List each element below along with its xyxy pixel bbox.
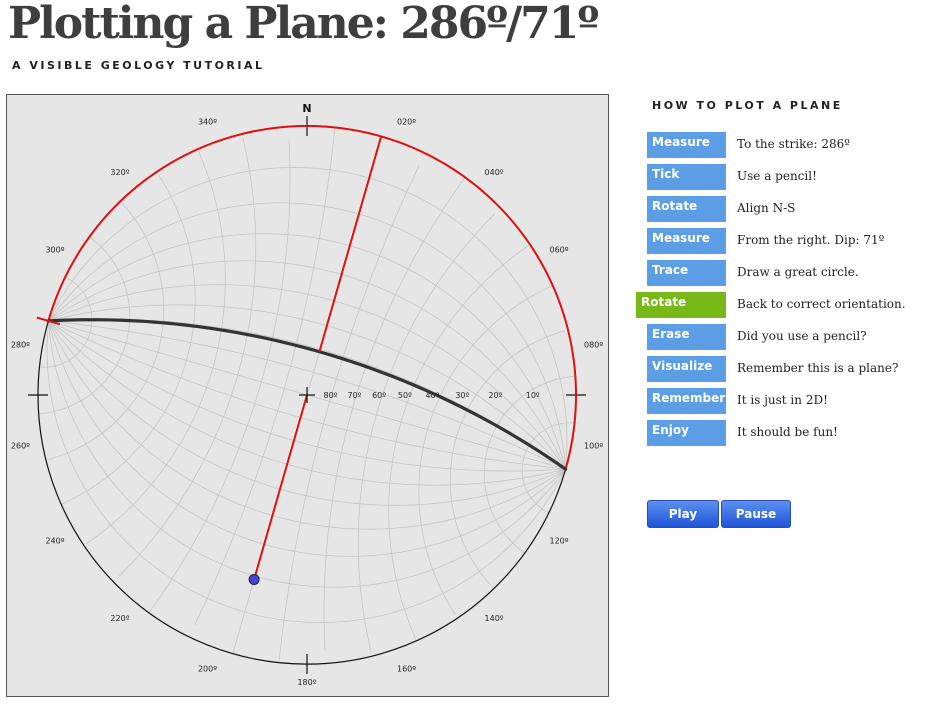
step-description: It should be fun! [737, 425, 838, 439]
azimuth-labels: 020º 040º 060º 080º 100º 120º 140º 160º 180º 200º… [11, 118, 603, 687]
steps-heading: HOW TO PLOT A PLANE [652, 99, 843, 112]
plane-half-circle [47, 124, 578, 470]
dip-direction-line [318, 136, 383, 353]
step-button-visualize[interactable]: Visualize [647, 356, 726, 382]
dip-scale-label: 20º [488, 391, 502, 400]
step-description: To the strike: 286º [737, 137, 850, 151]
step-row: Rotate Back to correct orientation. [636, 292, 936, 318]
azimuth-label: 160º [397, 664, 416, 673]
play-button[interactable]: Play [647, 500, 719, 528]
step-button-measure[interactable]: Measure [647, 228, 726, 254]
azimuth-label: 220º [110, 614, 129, 623]
azimuth-label: 340º [198, 118, 217, 127]
azimuth-label: 060º [549, 246, 568, 255]
pause-button[interactable]: Pause [721, 500, 791, 528]
step-button-rotate[interactable]: Rotate [636, 292, 726, 318]
step-row: Remember It is just in 2D! [636, 388, 936, 414]
dip-scale-label: 10º [526, 391, 540, 400]
step-button-measure[interactable]: Measure [647, 132, 726, 158]
great-circle [46, 318, 568, 471]
page-title: Plotting a Plane: 286º/71º [8, 0, 599, 49]
azimuth-label: 300º [45, 246, 64, 255]
step-description: Remember this is a plane? [737, 361, 899, 375]
azimuth-label: 140º [485, 614, 504, 623]
stereonet: 020º 040º 060º 080º 100º 120º 140º 160º 180º 200º… [11, 102, 603, 687]
north-label: N [302, 102, 311, 115]
azimuth-label: 100º [584, 442, 603, 451]
azimuth-label: 260º [11, 442, 30, 451]
step-button-rotate[interactable]: Rotate [647, 196, 726, 222]
step-row: Measure From the right. Dip: 71º [636, 228, 936, 254]
step-description: It is just in 2D! [737, 393, 828, 407]
page-subtitle: A VISIBLE GEOLOGY TUTORIAL [12, 59, 265, 72]
step-description: Align N-S [737, 201, 796, 215]
step-button-enjoy[interactable]: Enjoy [647, 420, 726, 446]
dip-scale: 80º 70º 60º 50º 40º 30º 20º 10º [324, 391, 540, 400]
azimuth-label: 240º [45, 537, 64, 546]
step-row: Tick Use a pencil! [636, 164, 936, 190]
dip-scale-label: 50º [398, 391, 412, 400]
step-description: From the right. Dip: 71º [737, 233, 885, 247]
azimuth-label: 120º [549, 537, 568, 546]
dip-scale-label: 40º [425, 391, 439, 400]
strike-tick-mark [36, 316, 61, 326]
step-description: Draw a great circle. [737, 265, 859, 279]
step-row: Visualize Remember this is a plane? [636, 356, 936, 382]
azimuth-label: 020º [397, 118, 416, 127]
step-row: Trace Draw a great circle. [636, 260, 936, 286]
step-row: Rotate Align N-S [636, 196, 936, 222]
step-row: Measure To the strike: 286º [636, 132, 936, 158]
center-crosshair [299, 387, 315, 403]
step-button-trace[interactable]: Trace [647, 260, 726, 286]
pole-point [248, 573, 260, 585]
azimuth-label: 080º [584, 340, 603, 349]
step-description: Use a pencil! [737, 169, 817, 183]
dip-scale-label: 60º [372, 391, 386, 400]
azimuth-label: 280º [11, 340, 30, 349]
pole-line [253, 394, 308, 580]
step-button-erase[interactable]: Erase [647, 324, 726, 350]
step-description: Did you use a pencil? [737, 329, 867, 343]
azimuth-label: 320º [110, 168, 129, 177]
azimuth-label: 180º [297, 678, 316, 687]
stereonet-panel: 020º 040º 060º 080º 100º 120º 140º 160º 180º 200º… [6, 94, 609, 697]
step-button-remember[interactable]: Remember [647, 388, 726, 414]
dip-scale-label: 80º [324, 391, 338, 400]
step-description: Back to correct orientation. [737, 297, 906, 311]
step-row: Enjoy It should be fun! [636, 420, 936, 446]
azimuth-label: 200º [198, 664, 217, 673]
azimuth-label: 040º [485, 168, 504, 177]
step-button-tick[interactable]: Tick [647, 164, 726, 190]
step-row: Erase Did you use a pencil? [636, 324, 936, 350]
dip-scale-label: 30º [455, 391, 469, 400]
dip-scale-label: 70º [347, 391, 361, 400]
